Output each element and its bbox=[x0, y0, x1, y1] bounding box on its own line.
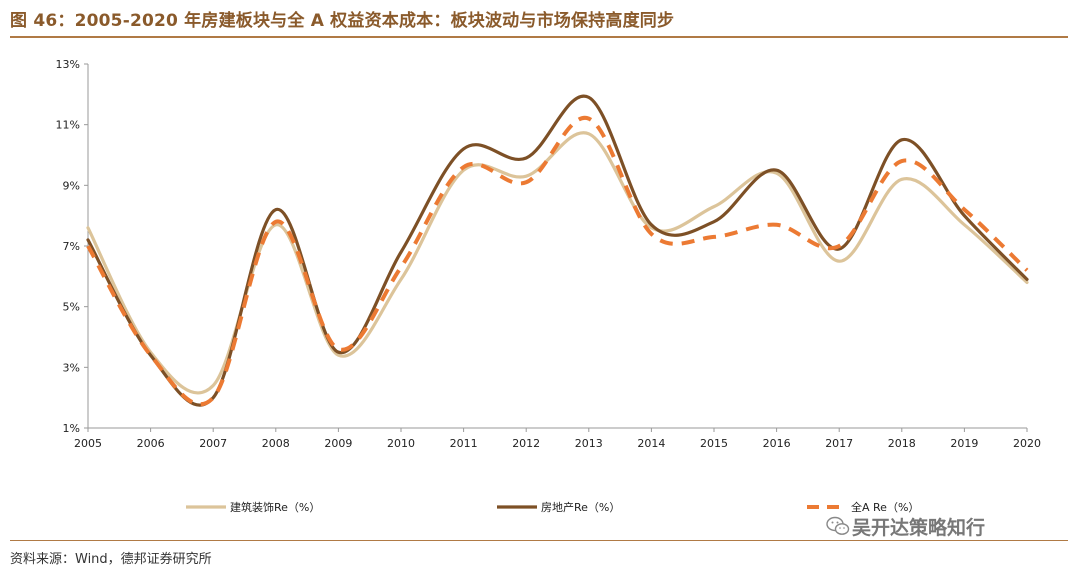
line-chart: 1% 3% 5% 7% 9% 11% 13% 2005 2006 2007 2008 2009 2010… bbox=[56, 58, 1041, 514]
x-tick-label: 2013 bbox=[575, 437, 603, 450]
legend-label: 建筑装饰Re（%） bbox=[230, 500, 320, 514]
x-tick-label: 2009 bbox=[324, 437, 352, 450]
x-tick-label: 2020 bbox=[1013, 437, 1041, 450]
x-tick-label: 2005 bbox=[74, 437, 102, 450]
title-divider bbox=[10, 36, 1068, 38]
footer-divider bbox=[10, 540, 1068, 541]
y-tick-label: 13% bbox=[56, 58, 80, 71]
legend-label: 全A Re（%） bbox=[851, 500, 919, 514]
x-tick-label: 2008 bbox=[262, 437, 290, 450]
wechat-logo-icon bbox=[826, 516, 850, 535]
chart-legend: 建筑装饰Re（%） 房地产Re（%） 全A Re（%） bbox=[186, 500, 919, 514]
y-tick-label: 5% bbox=[63, 301, 80, 314]
x-tick-label: 2006 bbox=[137, 437, 165, 450]
x-tick-label: 2010 bbox=[387, 437, 415, 450]
y-tick-label: 11% bbox=[56, 119, 80, 132]
y-tick-label: 1% bbox=[63, 422, 80, 435]
y-tick-label: 3% bbox=[63, 361, 80, 374]
y-tick-label: 9% bbox=[63, 179, 80, 192]
x-tick-label: 2015 bbox=[700, 437, 728, 450]
x-tick-label: 2017 bbox=[825, 437, 853, 450]
source-note: 资料来源：Wind，德邦证券研究所 bbox=[10, 552, 212, 567]
x-tick-label: 2012 bbox=[512, 437, 540, 450]
chart-axes: 1% 3% 5% 7% 9% 11% 13% 2005 2006 2007 2008 2009 2010… bbox=[56, 58, 1041, 450]
x-tick-label: 2007 bbox=[199, 437, 227, 450]
x-tick-label: 2014 bbox=[637, 437, 665, 450]
x-tick-label: 2016 bbox=[763, 437, 791, 450]
watermark-text: 吴开达策略知行 bbox=[852, 517, 986, 539]
x-tick-label: 2011 bbox=[450, 437, 478, 450]
y-tick-label: 7% bbox=[63, 240, 80, 253]
x-tick-label: 2018 bbox=[888, 437, 916, 450]
chart-title: 图 46：2005-2020 年房建板块与全 A 权益资本成本：板块波动与市场保… bbox=[10, 11, 675, 31]
legend-label: 房地产Re（%） bbox=[541, 500, 620, 514]
series-layer bbox=[86, 94, 1029, 407]
x-tick-label: 2019 bbox=[950, 437, 978, 450]
series-all-a-line bbox=[86, 115, 1029, 407]
